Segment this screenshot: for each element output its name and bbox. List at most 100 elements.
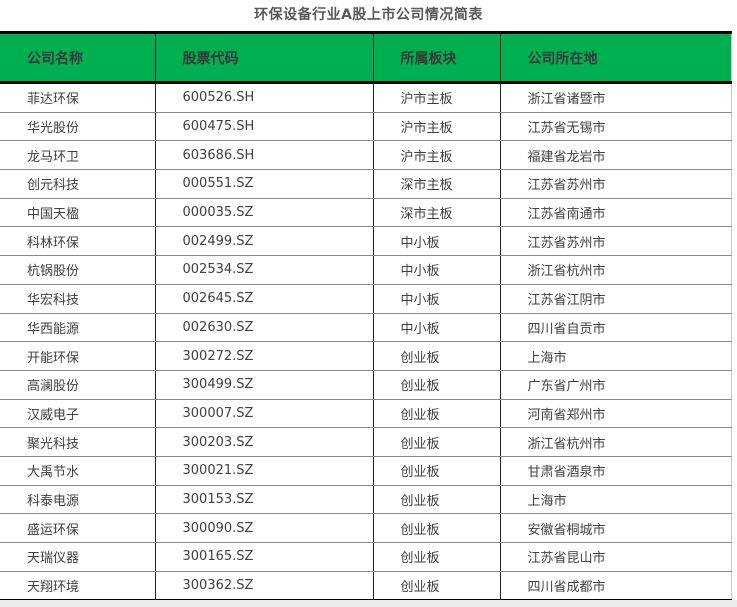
table-body: 菲达环保 600526.SH 沪市主板 浙江省诸暨市 华光股份 600475.SH 沪市主板… [0, 82, 731, 601]
cell-stock-code: 002499.SZ [154, 226, 373, 257]
cell-board: 沪市主板 [372, 82, 500, 113]
cell-company-name: 天瑞仪器 [0, 542, 155, 572]
cell-company-name: 杭锅股份 [0, 255, 155, 285]
cell-company-name: 科泰电源 [0, 485, 155, 515]
cell-stock-code: 300272.SZ [154, 341, 373, 371]
cell-location: 四川省自贡市 [499, 313, 731, 343]
cell-board: 中小板 [372, 255, 500, 285]
cell-stock-code: 300203.SZ [154, 427, 373, 457]
cell-location: 江苏省昆山市 [499, 542, 731, 572]
cell-location: 福建省龙岩市 [499, 140, 731, 171]
cell-stock-code: 002630.SZ [154, 313, 373, 343]
cell-company-name: 华西能源 [0, 313, 155, 343]
cell-location: 四川省成都市 [499, 571, 731, 601]
table-row: 科泰电源 300153.SZ 创业板 上海市 [0, 485, 731, 515]
cell-stock-code: 300021.SZ [154, 456, 373, 486]
cell-location: 江苏省江阴市 [499, 284, 731, 314]
cell-company-name: 龙马环卫 [0, 140, 155, 171]
header-location: 公司所在地 [499, 32, 731, 84]
header-board: 所属板块 [372, 32, 500, 84]
header-row: 公司名称 股票代码 所属板块 公司所在地 [0, 32, 731, 84]
company-table: 公司名称 股票代码 所属板块 公司所在地 菲达环保 600526.SH 沪市主板 浙江… [0, 31, 732, 603]
cell-company-name: 创元科技 [0, 169, 155, 199]
cell-board: 中小板 [372, 284, 500, 314]
cell-board: 创业板 [372, 341, 500, 371]
cell-company-name: 聚光科技 [0, 427, 155, 457]
cell-company-name: 高澜股份 [0, 370, 155, 400]
table-row: 华光股份 600475.SH 沪市主板 江苏省无锡市 [0, 112, 731, 142]
header-company-name: 公司名称 [0, 32, 155, 84]
table-row: 大禹节水 300021.SZ 创业板 甘肃省酒泉市 [0, 456, 731, 486]
cell-company-name: 天翔环境 [27, 580, 80, 596]
table-header: 公司名称 股票代码 所属板块 公司所在地 [0, 32, 731, 84]
cell-company-name: 华宏科技 [0, 284, 155, 314]
cell-company-name: 科林环保 [0, 226, 155, 257]
table-row: 中国天楹 000035.SZ 深市主板 江苏省南通市 [0, 198, 731, 228]
cell-location: 江苏省苏州市 [499, 226, 731, 257]
cell-location: 上海市 [499, 485, 731, 515]
cell-stock-code: 300153.SZ [154, 485, 373, 515]
cell-stock-code: 603686.SH [154, 140, 373, 171]
cell-location: 上海市 [499, 341, 731, 371]
cell-board: 深市主板 [372, 198, 500, 228]
cell-board: 创业板 [372, 542, 500, 572]
cell-company-name: 大禹节水 [0, 456, 155, 486]
cell-location: 江苏省无锡市 [499, 112, 731, 142]
cell-stock-code: 600526.SH [154, 82, 373, 113]
table-row: 天翔环境 300362.SZ 创业板 四川省成都市 [0, 571, 731, 601]
page-title: 环保设备行业A股上市公司情况简表 [254, 7, 483, 23]
cell-board: 中小板 [372, 226, 500, 257]
cell-board: 沪市主板 [372, 140, 500, 171]
bottom-strip [0, 600, 737, 607]
cell-location: 浙江省杭州市 [499, 427, 731, 457]
table-row: 聚光科技 300203.SZ 创业板 浙江省杭州市 [0, 427, 731, 457]
cell-location: 安徽省桐城市 [499, 513, 731, 543]
cell-board: 创业板 [372, 456, 500, 486]
table-row: 盛运环保 300090.SZ 创业板 安徽省桐城市 [0, 513, 731, 543]
cell-board: 深市主板 [372, 169, 500, 199]
cell-location: 浙江省诸暨市 [499, 82, 731, 113]
cell-company-name: 开能环保 [0, 341, 155, 371]
table-row: 华西能源 002630.SZ 中小板 四川省自贡市 [0, 313, 731, 343]
table-row: 菲达环保 600526.SH 沪市主板 浙江省诸暨市 [0, 82, 731, 113]
cell-board: 中小板 [372, 313, 500, 343]
cell-board: 创业板 [372, 399, 500, 429]
cell-location: 浙江省杭州市 [499, 255, 731, 285]
cell-board: 创业板 [372, 370, 500, 400]
table-row: 华宏科技 002645.SZ 中小板 江苏省江阴市 [0, 284, 731, 314]
cell-company-name: 菲达环保 [0, 82, 155, 113]
cell-stock-code: 300362.SZ [154, 571, 373, 601]
cell-location: 广东省广州市 [499, 370, 731, 400]
cell-stock-code: 002645.SZ [154, 284, 373, 314]
cell-board: 创业板 [372, 485, 500, 515]
table-row: 高澜股份 300499.SZ 创业板 广东省广州市 [0, 370, 731, 400]
cell-stock-code: 600475.SH [154, 112, 373, 142]
cell-stock-code: 002534.SZ [154, 255, 373, 285]
cell-board: 创业板 [372, 513, 500, 543]
cell-stock-code: 300499.SZ [154, 370, 373, 400]
header-stock-code: 股票代码 [154, 32, 373, 84]
cell-location: 甘肃省酒泉市 [499, 456, 731, 486]
cell-company-name: 中国天楹 [0, 198, 155, 228]
table-row: 龙马环卫 603686.SH 沪市主板 福建省龙岩市 [0, 140, 731, 171]
cell-stock-code: 300090.SZ [154, 513, 373, 543]
table-row: 汉威电子 300007.SZ 创业板 河南省郑州市 [0, 399, 731, 429]
cell-location: 江苏省苏州市 [499, 169, 731, 199]
table-row: 创元科技 000551.SZ 深市主板 江苏省苏州市 [0, 169, 731, 199]
cell-stock-code: 000035.SZ [154, 198, 373, 228]
cell-location: 河南省郑州市 [499, 399, 731, 429]
table-row: 天瑞仪器 300165.SZ 创业板 江苏省昆山市 [0, 542, 731, 572]
table-row: 科林环保 002499.SZ 中小板 江苏省苏州市 [0, 226, 731, 257]
table-row: 开能环保 300272.SZ 创业板 上海市 [0, 341, 731, 371]
cell-stock-code: 000551.SZ [154, 169, 373, 199]
cell-board: 创业板 [372, 571, 500, 601]
cell-board: 沪市主板 [372, 112, 500, 142]
cell-company-name: 华光股份 [0, 112, 155, 142]
table-row: 杭锅股份 002534.SZ 中小板 浙江省杭州市 [0, 255, 731, 285]
cell-board: 创业板 [372, 427, 500, 457]
cell-company-name: 汉威电子 [0, 399, 155, 429]
cell-stock-code: 300165.SZ [154, 542, 373, 572]
cell-location: 江苏省南通市 [499, 198, 731, 228]
cell-company-name: 盛运环保 [0, 513, 155, 543]
cell-stock-code: 300007.SZ [154, 399, 373, 429]
